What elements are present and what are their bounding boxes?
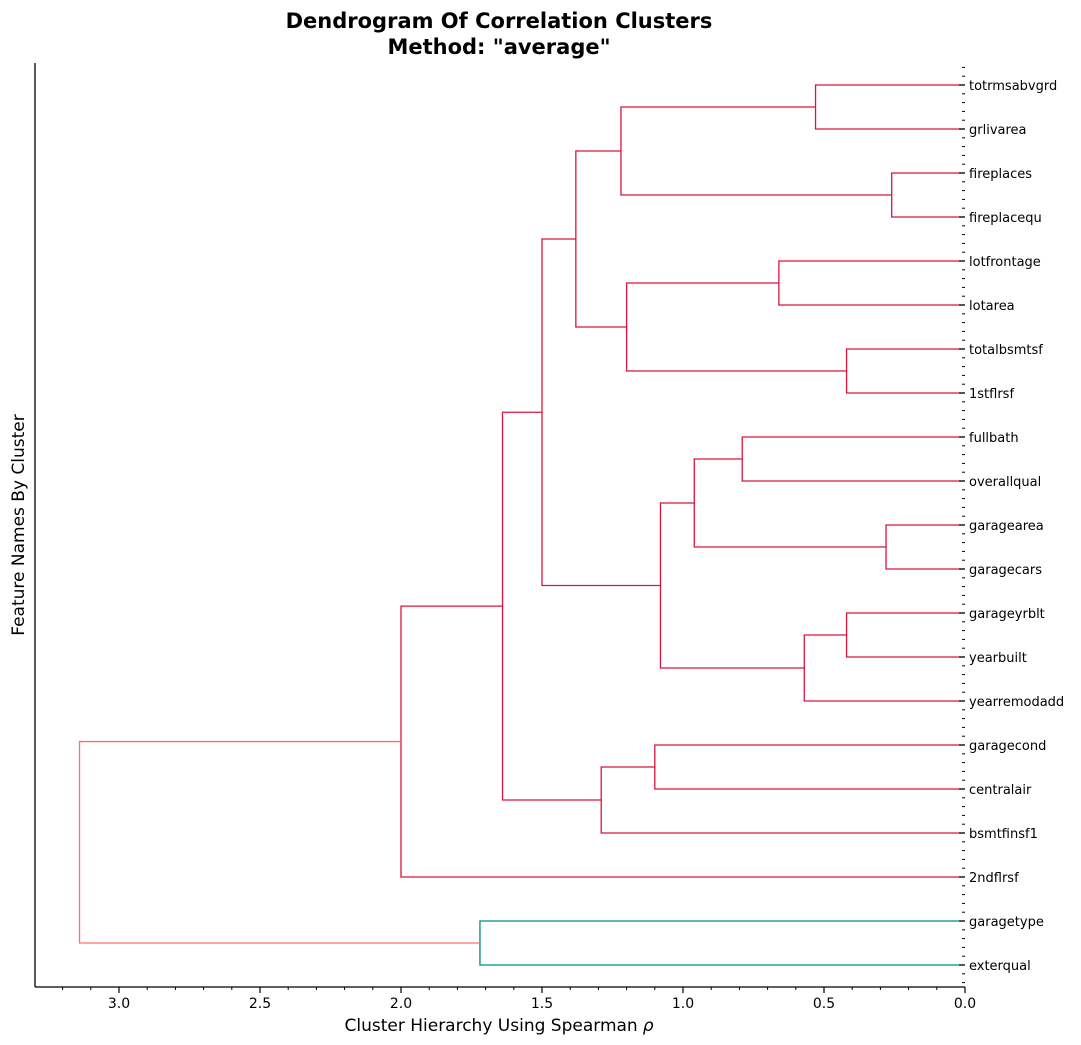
link-D: [778, 260, 965, 306]
leaf-label: garagecond: [969, 739, 1046, 754]
x-tick-label: 1.5: [531, 996, 553, 1012]
link-S: [479, 920, 965, 966]
link-R: [400, 605, 965, 878]
leaf-label: yearremodadd: [969, 695, 1064, 710]
link-P: [600, 766, 965, 834]
leaf-label: fullbath: [969, 431, 1019, 446]
dendrogram-links: [78, 84, 965, 966]
link-M: [659, 502, 805, 669]
x-tick-label: 2.0: [390, 996, 412, 1012]
link-A: [814, 84, 965, 130]
link-T: [78, 740, 480, 944]
link-C: [620, 106, 892, 196]
link-G: [575, 150, 627, 328]
leaf-label: exterqual: [969, 959, 1031, 974]
leaf-label: bsmtfinsf1: [969, 827, 1038, 842]
x-axis-ticks: 3.0 2.5 2.0 1.5 1.0 0.5 0.0: [62, 987, 976, 1012]
leaf-label: garagecars: [969, 563, 1042, 578]
link-J: [693, 458, 887, 548]
link-O: [654, 744, 965, 790]
chart-title: Dendrogram Of Correlation Clusters: [286, 9, 713, 33]
x-tick-label: 0.5: [813, 996, 835, 1012]
leaf-label: overallqual: [969, 475, 1041, 490]
leaf-label: totrmsabvgrd: [969, 79, 1057, 94]
x-tick-label: 0.0: [954, 996, 976, 1012]
y-axis-label: Feature Names By Cluster: [9, 414, 29, 636]
leaf-label: grlivarea: [969, 123, 1027, 138]
leaf-label: garagearea: [969, 519, 1044, 534]
x-axis-label: Cluster Hierarchy Using Spearman ρ: [344, 1016, 653, 1036]
leaf-label: lotarea: [969, 299, 1015, 314]
x-tick-label: 1.0: [672, 996, 694, 1012]
chart-subtitle: Method: "average": [387, 35, 610, 59]
leaf-label: centralair: [969, 783, 1032, 798]
x-tick-label: 2.5: [249, 996, 271, 1012]
leaf-label: garagetype: [969, 915, 1044, 930]
y-axis-ticks: [959, 66, 965, 984]
leaf-label: fireplaces: [969, 167, 1032, 182]
axes: [34, 63, 965, 988]
link-Q: [501, 411, 602, 801]
leaf-label: 2ndflrsf: [969, 871, 1019, 886]
leaf-label: yearbuilt: [969, 651, 1027, 666]
link-L: [803, 634, 965, 702]
leaf-labels: totrmsabvgrd grlivarea fireplaces fireplace…: [969, 79, 1064, 974]
link-K: [845, 612, 965, 658]
link-F: [625, 282, 847, 372]
leaf-label: garageyrblt: [969, 607, 1045, 622]
leaf-label: fireplacequ: [969, 211, 1042, 226]
link-H: [741, 436, 965, 482]
link-I: [885, 524, 965, 570]
leaf-label: 1stflrsf: [969, 387, 1014, 402]
link-B: [891, 172, 965, 218]
leaf-label: totalbsmtsf: [969, 343, 1043, 358]
x-tick-label: 3.0: [108, 996, 130, 1012]
x-axis-label-symbol: ρ: [643, 1016, 654, 1036]
link-N: [541, 238, 661, 587]
x-axis-label-text: Cluster Hierarchy Using Spearman: [344, 1016, 637, 1036]
link-E: [845, 348, 965, 394]
leaf-label: lotfrontage: [969, 255, 1041, 270]
